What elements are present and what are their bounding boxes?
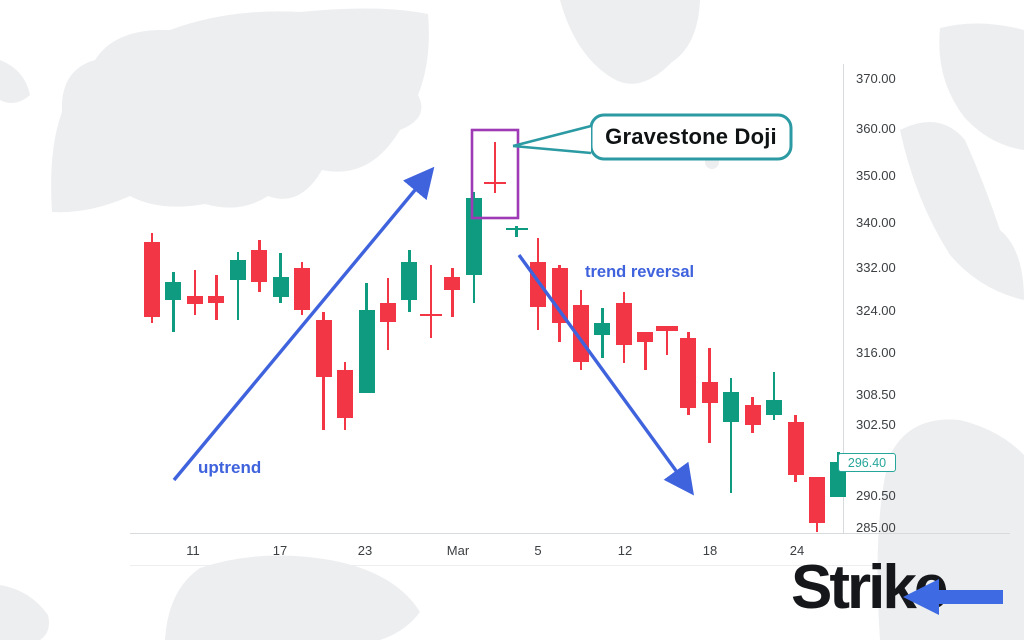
map-south-america <box>165 555 420 640</box>
candle-body <box>615 303 632 346</box>
uptrend-arrow <box>172 166 435 482</box>
callout-pointer-fill <box>513 126 591 153</box>
y-axis-label: 370.00 <box>856 71 896 86</box>
candle-wick <box>451 268 454 317</box>
trend-reversal-label: trend reversal <box>585 263 695 281</box>
y-axis-label: 340.00 <box>856 215 896 230</box>
y-axis-label: 332.00 <box>856 260 896 275</box>
candle-body <box>637 332 654 343</box>
candle-body <box>594 323 611 336</box>
map-africa <box>877 419 1024 640</box>
x-axis-label: Mar <box>446 543 470 558</box>
map-coast-left <box>0 585 49 640</box>
candle-body <box>505 227 528 230</box>
candle-body-gravestone-doji <box>484 182 507 185</box>
candle-body <box>444 277 461 291</box>
candle-wick <box>193 270 197 316</box>
map-coast-topleft <box>0 60 30 104</box>
candle-body <box>294 268 311 310</box>
candle-wick <box>493 142 497 193</box>
y-axis-label: 290.50 <box>856 488 896 503</box>
doji-highlight-box <box>470 128 520 220</box>
candle-wick <box>729 378 733 493</box>
candle-body <box>723 391 740 422</box>
y-axis-label: 285.00 <box>856 520 896 535</box>
x-axis-line <box>130 533 1010 534</box>
callout-pointer-edge-bottom <box>512 144 592 155</box>
candle-body <box>251 250 268 283</box>
candle-body <box>358 310 375 393</box>
candle-wick <box>515 225 518 238</box>
candle-body <box>680 337 697 408</box>
y-axis-label: 324.00 <box>856 303 896 318</box>
candle-body <box>766 400 783 415</box>
candle-body <box>808 477 825 523</box>
candle-body <box>144 242 160 317</box>
candle-body <box>379 303 396 323</box>
candle-body <box>401 261 418 300</box>
x-axis-label: 5 <box>534 543 542 558</box>
candle-wick <box>644 332 647 370</box>
candle-body <box>655 325 678 331</box>
callout-pointer-edge-top <box>512 124 592 148</box>
uptrend-label: uptrend <box>198 458 262 477</box>
y-axis-label: 308.50 <box>856 387 896 402</box>
candle-body <box>229 260 246 280</box>
x-axis-label: 17 <box>272 543 288 558</box>
x-axis-label: 18 <box>702 543 718 558</box>
map-asia <box>900 122 1024 300</box>
gravestone-doji-callout-label: Gravestone Doji <box>605 124 777 149</box>
candle-wick <box>236 251 240 320</box>
map-europe <box>939 23 1024 151</box>
candle-body <box>165 282 182 300</box>
strike-logo: Strike <box>791 552 1021 636</box>
candle-body <box>315 319 332 378</box>
y-axis-label: 350.00 <box>856 168 896 183</box>
candle-body <box>787 422 804 475</box>
candle-body <box>701 382 718 403</box>
candle-wick <box>172 271 175 333</box>
candle-body <box>272 277 289 298</box>
candle-body <box>551 268 568 324</box>
y-axis-line <box>843 64 844 533</box>
candle-wick <box>665 325 669 355</box>
candle-wick <box>772 372 776 420</box>
candle-body <box>208 296 225 303</box>
y-axis-label: 360.00 <box>856 121 896 136</box>
candle-wick <box>429 264 433 338</box>
candle-body <box>186 296 203 305</box>
chart-bottom-border <box>130 565 875 566</box>
x-axis-label: 12 <box>617 543 633 558</box>
map-north-america <box>51 8 429 213</box>
x-axis-label: 23 <box>357 543 373 558</box>
downtrend-arrow <box>517 253 695 496</box>
x-axis-label: 24 <box>789 543 805 558</box>
current-price-tag: 296.40 <box>838 453 896 472</box>
y-axis-label: 302.50 <box>856 417 896 432</box>
strike-logo-left-arrow-icon <box>903 579 1003 615</box>
x-axis-label: 11 <box>186 543 200 558</box>
candle-body <box>419 314 442 317</box>
candle-body <box>337 369 354 418</box>
candle-body <box>744 405 761 426</box>
y-axis-label: 316.00 <box>856 345 896 360</box>
map-greenland <box>560 0 700 84</box>
